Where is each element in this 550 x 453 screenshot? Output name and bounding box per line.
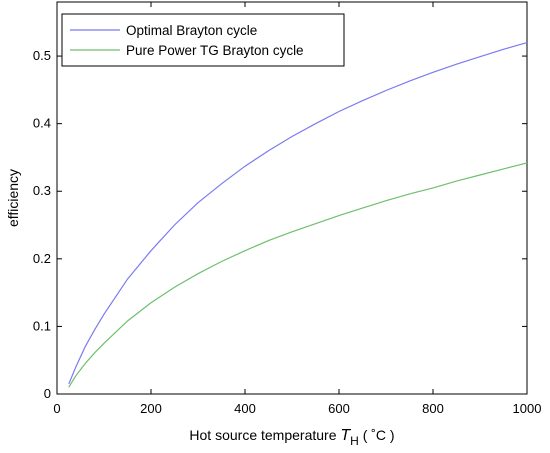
- y-tick-label: 0.2: [33, 251, 51, 266]
- legend: Optimal Brayton cycle Pure Power TG Bray…: [61, 13, 345, 67]
- legend-box: [61, 13, 345, 67]
- legend-label-pure-power: Pure Power TG Brayton cycle: [126, 43, 304, 58]
- x-axis-label-subscript: H: [350, 434, 359, 448]
- x-tick-label: 800: [422, 401, 444, 416]
- x-axis-label: Hot source temperature TH ( ˚C ): [189, 427, 394, 448]
- legend-label-optimal: Optimal Brayton cycle: [126, 23, 257, 38]
- x-axis-label-prefix: Hot source temperature: [189, 427, 340, 443]
- y-axis-label: efficiency: [5, 169, 21, 227]
- tick-layer: 0 200 400 600 800 1000 0 0.1 0.2 0.3 0.4 0.5: [33, 2, 542, 416]
- y-tick-label: 0.4: [33, 116, 51, 131]
- x-tick-label: 200: [140, 401, 162, 416]
- x-tick-label: 0: [53, 401, 60, 416]
- y-tick-label: 0.5: [33, 48, 51, 63]
- series-layer: [68, 42, 528, 388]
- series-line-1: [68, 162, 528, 388]
- y-tick-label: 0: [44, 386, 51, 401]
- y-tick-label: 0.1: [33, 318, 51, 333]
- series-line-0: [68, 42, 528, 385]
- x-tick-label: 1000: [513, 401, 542, 416]
- y-tick-label: 0.3: [33, 183, 51, 198]
- x-axis-label-symbol: T: [340, 427, 351, 444]
- x-tick-label: 400: [234, 401, 256, 416]
- x-axis-label-unit: ( ˚C ): [359, 427, 395, 443]
- x-tick-label: 600: [328, 401, 350, 416]
